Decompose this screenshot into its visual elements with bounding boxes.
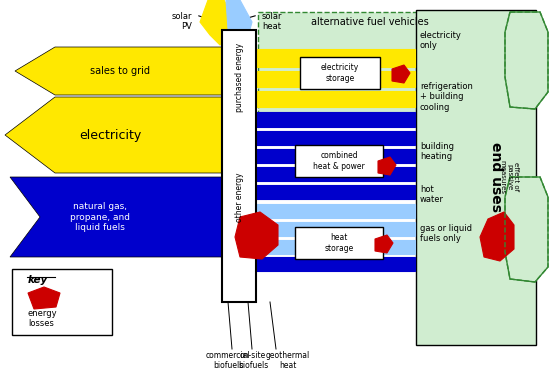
Polygon shape — [256, 257, 415, 271]
Text: commercial
biofuels: commercial biofuels — [206, 351, 250, 370]
Text: solar
heat: solar heat — [262, 12, 283, 31]
Text: purchased energy: purchased energy — [234, 43, 244, 111]
Polygon shape — [378, 157, 396, 175]
Bar — [12, 269, 112, 335]
Polygon shape — [505, 12, 548, 109]
Polygon shape — [256, 167, 415, 181]
Text: electricity
storage: electricity storage — [321, 63, 359, 83]
Polygon shape — [392, 65, 410, 83]
Text: key: key — [28, 275, 48, 285]
Text: gas or liquid
fuels only: gas or liquid fuels only — [420, 224, 472, 243]
Polygon shape — [256, 91, 415, 107]
Bar — [222, 30, 256, 302]
Text: sales to grid: sales to grid — [90, 66, 150, 76]
Polygon shape — [256, 112, 415, 127]
Text: solar
PV: solar PV — [172, 12, 192, 31]
Text: on-site
biofuels: on-site biofuels — [238, 351, 268, 370]
Bar — [295, 145, 383, 177]
Polygon shape — [256, 185, 415, 199]
Polygon shape — [28, 287, 60, 309]
Text: building
heating: building heating — [420, 142, 454, 161]
Bar — [300, 57, 380, 89]
Polygon shape — [375, 235, 393, 253]
Text: electricity
only: electricity only — [420, 31, 462, 50]
Text: other energy: other energy — [234, 172, 244, 222]
Polygon shape — [256, 240, 415, 254]
Polygon shape — [200, 0, 238, 45]
Text: effect of
passive
measures: effect of passive measures — [499, 160, 519, 194]
Polygon shape — [5, 97, 240, 173]
Polygon shape — [256, 71, 415, 87]
Polygon shape — [256, 131, 415, 145]
Polygon shape — [505, 177, 548, 282]
Text: end uses: end uses — [489, 142, 503, 212]
Polygon shape — [226, 0, 252, 41]
Bar — [416, 10, 536, 345]
Text: heat
storage: heat storage — [325, 233, 353, 253]
Text: hot
water: hot water — [420, 185, 444, 204]
Text: alternative fuel vehicles: alternative fuel vehicles — [311, 17, 429, 27]
Polygon shape — [480, 212, 514, 261]
Bar — [258, 12, 483, 119]
Polygon shape — [15, 47, 240, 95]
Text: refrigeration
+ building
cooling: refrigeration + building cooling — [420, 82, 473, 112]
Polygon shape — [256, 49, 415, 67]
Text: combined
heat & power: combined heat & power — [313, 151, 365, 171]
Bar — [295, 227, 383, 259]
Polygon shape — [256, 222, 415, 236]
Polygon shape — [256, 149, 415, 163]
Polygon shape — [10, 177, 240, 257]
Text: electricity: electricity — [79, 128, 141, 142]
Polygon shape — [256, 204, 415, 218]
Text: energy
losses: energy losses — [28, 309, 58, 329]
Text: natural gas,
propane, and
liquid fuels: natural gas, propane, and liquid fuels — [70, 202, 130, 232]
Polygon shape — [235, 212, 278, 259]
Text: geothermal
heat: geothermal heat — [266, 351, 310, 370]
